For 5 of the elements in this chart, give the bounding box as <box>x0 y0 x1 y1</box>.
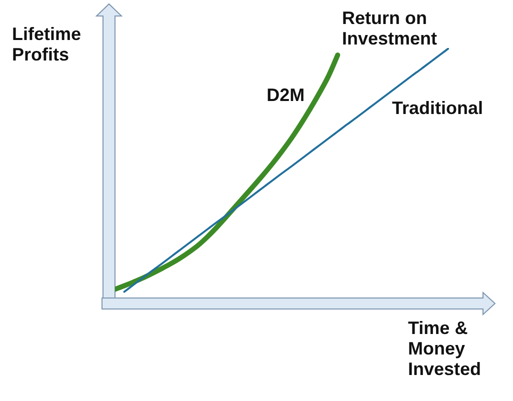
x-axis-title: Time & Money Invested <box>408 318 482 379</box>
series-label: D2M <box>266 85 305 105</box>
series-label: Traditional <box>392 98 484 118</box>
chart-title: Return on Investment <box>342 8 438 48</box>
y-axis-title: Lifetime Profits <box>12 24 82 64</box>
